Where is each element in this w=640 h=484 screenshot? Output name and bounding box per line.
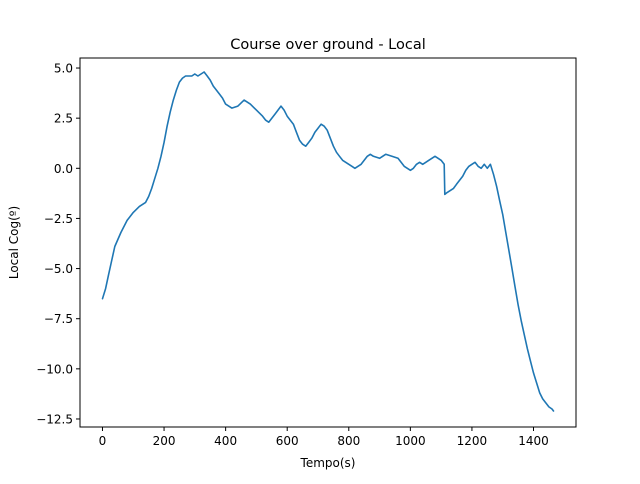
chart-title: Course over ground - Local	[230, 37, 426, 53]
x-tick-label: 1200	[457, 434, 488, 448]
y-tick-label: 5.0	[54, 62, 73, 76]
x-tick-label: 0	[99, 434, 107, 448]
x-tick-label: 600	[276, 434, 299, 448]
plot-area	[101, 71, 555, 412]
y-axis-ticks: 5.0 2.5 0.0 −2.5 −5.0 −7.5 −10.0 −12.5	[36, 62, 80, 426]
y-tick-label: −5.0	[44, 262, 73, 276]
x-tick-label: 1400	[518, 434, 549, 448]
x-axis-label: Tempo(s)	[300, 456, 356, 470]
y-tick-label: −7.5	[44, 312, 73, 326]
y-tick-label: −10.0	[36, 362, 73, 376]
y-axis-label: Local Cog(º)	[7, 206, 21, 279]
x-tick-label: 800	[337, 434, 360, 448]
x-tick-label: 1000	[395, 434, 426, 448]
series-line	[101, 71, 555, 412]
x-tick-label: 200	[153, 434, 176, 448]
y-tick-label: 2.5	[54, 112, 73, 126]
y-tick-label: 0.0	[54, 162, 73, 176]
y-tick-label: −2.5	[44, 212, 73, 226]
axes-frame	[79, 57, 577, 428]
x-tick-label: 400	[214, 434, 237, 448]
y-tick-label: −12.5	[36, 412, 73, 426]
x-axis-ticks: 0 200 400 600 800 1000 1200 1400	[99, 427, 549, 448]
